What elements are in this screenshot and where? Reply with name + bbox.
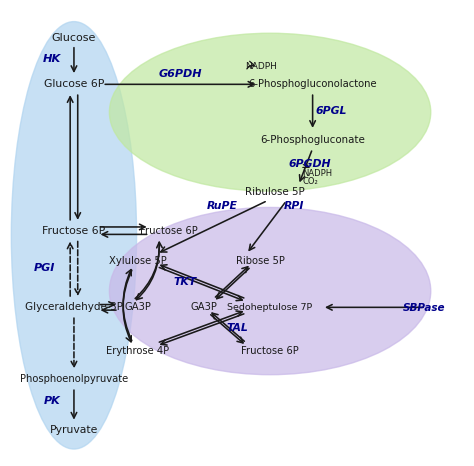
Text: RPI: RPI — [283, 201, 304, 211]
Text: Glucose: Glucose — [52, 33, 96, 43]
Ellipse shape — [11, 21, 137, 449]
Text: Ribose 5P: Ribose 5P — [236, 256, 285, 266]
Text: Ribulose 5P: Ribulose 5P — [245, 187, 305, 197]
Text: Xylulose 5P: Xylulose 5P — [109, 256, 167, 266]
Text: PGI: PGI — [34, 263, 55, 273]
Text: Pyruvate: Pyruvate — [50, 425, 98, 435]
Text: Erythrose 4P: Erythrose 4P — [106, 347, 169, 356]
Text: Fructose 6P: Fructose 6P — [241, 347, 299, 356]
Text: 6PGDH: 6PGDH — [289, 159, 332, 169]
Ellipse shape — [109, 207, 431, 375]
Text: 6-Phosphogluconate: 6-Phosphogluconate — [260, 135, 365, 145]
Text: Glucose 6P: Glucose 6P — [44, 79, 104, 89]
Text: G6PDH: G6PDH — [158, 69, 202, 79]
Text: PK: PK — [43, 396, 60, 406]
Text: SBPase: SBPase — [402, 303, 445, 313]
Text: RuPE: RuPE — [207, 201, 237, 211]
Text: 6PGL: 6PGL — [316, 106, 347, 116]
Text: GA3P: GA3P — [124, 302, 151, 312]
Ellipse shape — [109, 33, 431, 191]
Text: TKT: TKT — [173, 277, 197, 287]
Text: Fructose 6P: Fructose 6P — [42, 226, 106, 236]
Text: CO₂: CO₂ — [302, 178, 318, 186]
Text: 6-Phosphogluconolactone: 6-Phosphogluconolactone — [248, 79, 377, 89]
Text: NADPH: NADPH — [302, 169, 332, 178]
Text: GA3P: GA3P — [191, 302, 218, 312]
Text: Fructose 6P: Fructose 6P — [140, 226, 197, 236]
Text: NADPH: NADPH — [245, 62, 276, 71]
Text: Phosphoenolpyruvate: Phosphoenolpyruvate — [20, 374, 128, 384]
Text: Sedoheptulose 7P: Sedoheptulose 7P — [228, 303, 313, 312]
Text: HK: HK — [43, 54, 61, 64]
Text: Glyceraldehyde 3P: Glyceraldehyde 3P — [25, 302, 123, 312]
Text: TAL: TAL — [226, 323, 248, 333]
